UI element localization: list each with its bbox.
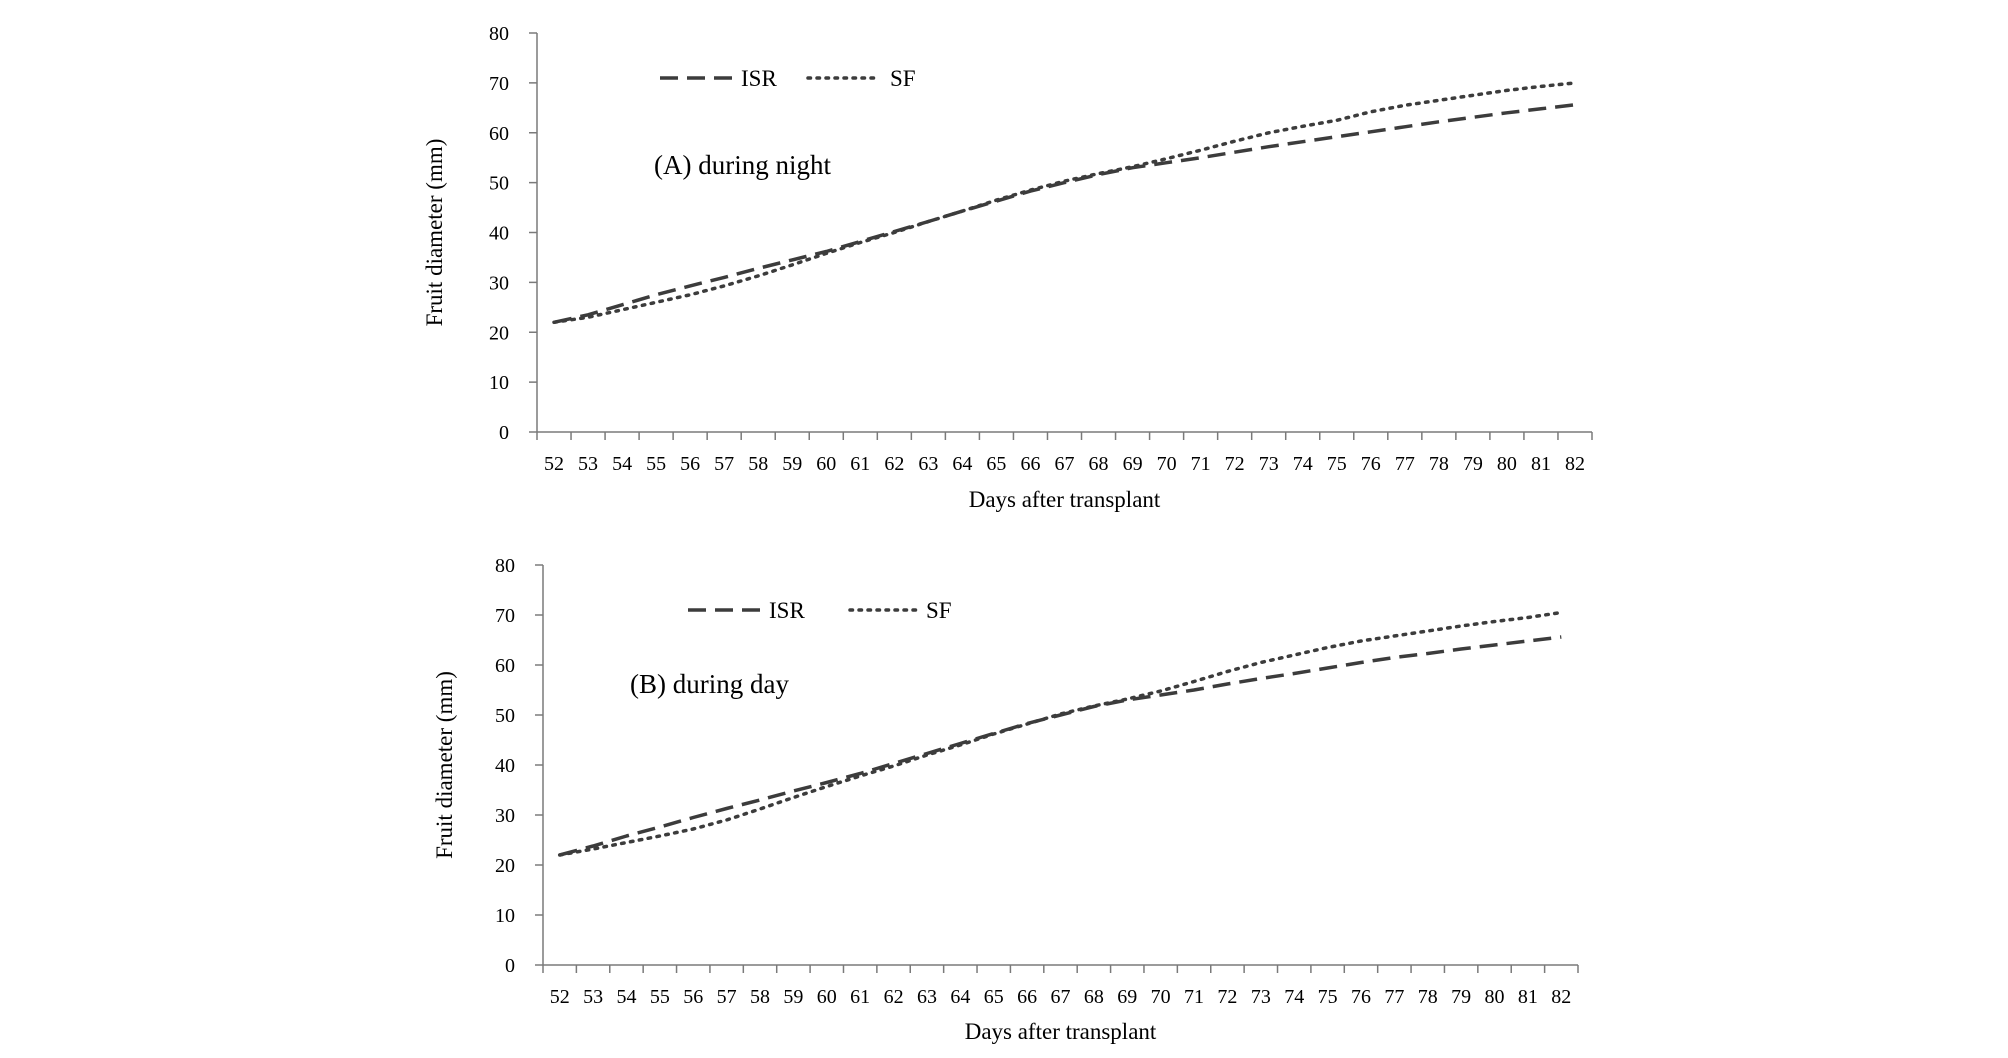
y-tick-label: 70 — [489, 73, 509, 95]
y-tick-label: 40 — [489, 223, 509, 245]
legend: ISR SF — [660, 66, 916, 91]
x-tick-label: 78 — [1429, 453, 1449, 475]
panel-label: (B) during day — [630, 669, 789, 699]
x-tick-label: 81 — [1518, 986, 1538, 1008]
x-tick-label: 69 — [1117, 986, 1137, 1008]
x-tick-label: 71 — [1191, 453, 1211, 475]
y-tick-label: 10 — [489, 372, 509, 394]
x-tick-label: 63 — [917, 986, 937, 1008]
x-tick-label: 76 — [1351, 986, 1371, 1008]
x-tick-label: 52 — [550, 986, 570, 1008]
legend-label-sf: SF — [890, 66, 916, 91]
x-tick-label: 80 — [1497, 453, 1517, 475]
x-tick-label: 76 — [1361, 453, 1381, 475]
chart-panel-a-during-night: 0 10 20 30 40 50 60 70 80 52 53 54 55 56 57 58 59 60 61 62 6… — [422, 23, 1593, 512]
x-tick-label: 82 — [1551, 986, 1571, 1008]
y-tick-label: 60 — [495, 655, 515, 677]
x-tick-label: 56 — [683, 986, 703, 1008]
x-tick-label: 62 — [884, 986, 904, 1008]
x-tick-label: 61 — [850, 453, 870, 475]
x-tick-label: 53 — [578, 453, 598, 475]
x-axis-title: Days after transplant — [965, 1019, 1157, 1044]
y-tick-label: 70 — [495, 605, 515, 627]
x-tick-label: 66 — [1017, 986, 1037, 1008]
y-tick-label: 30 — [489, 272, 509, 294]
x-tick-label: 67 — [1055, 453, 1075, 475]
x-tick-label: 54 — [612, 453, 632, 475]
x-tick-label: 72 — [1225, 453, 1245, 475]
y-tick-label: 10 — [495, 905, 515, 927]
y-tick-label: 0 — [505, 955, 515, 977]
y-axis-title: Fruit diameter (mm) — [432, 671, 457, 859]
y-tick-label: 20 — [495, 855, 515, 877]
x-tick-label: 81 — [1531, 453, 1551, 475]
x-tick-label: 71 — [1184, 986, 1204, 1008]
x-tick-label: 74 — [1293, 453, 1313, 475]
x-tick-label: 82 — [1565, 453, 1585, 475]
y-tick-label: 40 — [495, 755, 515, 777]
x-tick-label: 80 — [1485, 986, 1505, 1008]
x-tick-label: 65 — [986, 453, 1006, 475]
x-tick-label: 58 — [750, 986, 770, 1008]
x-tick-label: 78 — [1418, 986, 1438, 1008]
x-tick-label: 73 — [1259, 453, 1279, 475]
x-tick-label: 64 — [952, 453, 972, 475]
x-tick-label: 77 — [1395, 453, 1415, 475]
x-tick-label: 79 — [1451, 986, 1471, 1008]
x-tick-label: 74 — [1284, 986, 1304, 1008]
y-tick-label: 0 — [499, 422, 509, 444]
x-tick-label: 57 — [714, 453, 734, 475]
x-tick-label: 62 — [884, 453, 904, 475]
x-tick-label: 60 — [816, 453, 836, 475]
x-tick-label: 64 — [950, 986, 970, 1008]
x-tick-label: 54 — [616, 986, 636, 1008]
x-tick-label: 55 — [650, 986, 670, 1008]
x-tick-label: 67 — [1051, 986, 1071, 1008]
x-tick-label: 59 — [782, 453, 802, 475]
x-tick-label: 52 — [544, 453, 564, 475]
x-tick-label: 63 — [918, 453, 938, 475]
x-tick-label: 70 — [1151, 986, 1171, 1008]
x-tick-label: 66 — [1020, 453, 1040, 475]
chart-panel-b-during-day: 0 10 20 30 40 50 60 70 80 52 53 54 55 56 57 58 59 60 61 62 6… — [432, 555, 1579, 1044]
x-tick-label: 56 — [680, 453, 700, 475]
legend: ISR SF — [688, 598, 952, 623]
x-tick-label: 59 — [783, 986, 803, 1008]
y-axis-title: Fruit diameter (mm) — [422, 139, 447, 327]
x-tick-label: 57 — [717, 986, 737, 1008]
y-tick-label: 50 — [489, 173, 509, 195]
x-tick-label: 75 — [1318, 986, 1338, 1008]
x-tick-label: 79 — [1463, 453, 1483, 475]
legend-label-isr: ISR — [769, 598, 805, 623]
series-line-isr — [553, 103, 1576, 325]
x-tick-label: 68 — [1089, 453, 1109, 475]
x-tick-label: 72 — [1217, 986, 1237, 1008]
y-tick-label: 80 — [495, 555, 515, 577]
x-tick-label: 55 — [646, 453, 666, 475]
y-tick-label: 80 — [489, 23, 509, 45]
y-tick-label: 20 — [489, 322, 509, 344]
x-tick-label: 73 — [1251, 986, 1271, 1008]
y-tick-label: 50 — [495, 705, 515, 727]
legend-label-sf: SF — [926, 598, 952, 623]
y-tick-label: 30 — [495, 805, 515, 827]
x-tick-label: 65 — [984, 986, 1004, 1008]
series-line-sf — [557, 610, 1564, 857]
x-tick-label: 69 — [1123, 453, 1143, 475]
series-line-sf — [552, 81, 1577, 325]
panel-label: (A) during night — [654, 150, 831, 180]
x-tick-label: 53 — [583, 986, 603, 1008]
x-tick-label: 70 — [1157, 453, 1177, 475]
y-tick-label: 60 — [489, 123, 509, 145]
x-tick-label: 61 — [850, 986, 870, 1008]
x-tick-label: 68 — [1084, 986, 1104, 1008]
x-tick-label: 58 — [748, 453, 768, 475]
x-tick-label: 77 — [1384, 986, 1404, 1008]
x-axis-title: Days after transplant — [969, 487, 1161, 512]
x-tick-label: 75 — [1327, 453, 1347, 475]
legend-label-isr: ISR — [741, 66, 777, 91]
x-tick-label: 60 — [817, 986, 837, 1008]
